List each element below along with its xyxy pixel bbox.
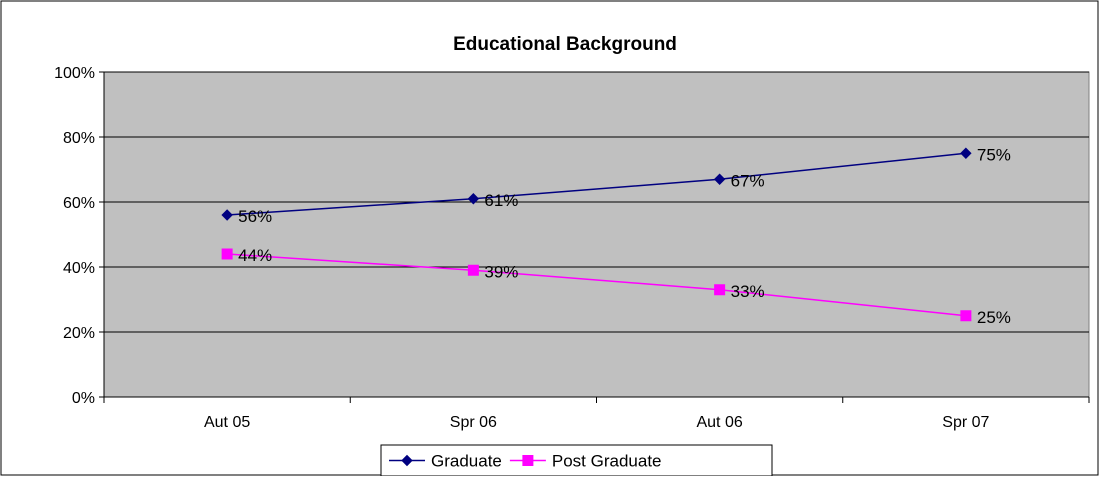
y-tick-label: 80% xyxy=(63,130,95,147)
gridlines xyxy=(104,71,1089,333)
data-point-0-3 xyxy=(960,147,972,159)
legend-marker-1 xyxy=(522,455,534,466)
x-tick-label: Spr 07 xyxy=(942,414,989,431)
y-tick-label: 20% xyxy=(63,325,95,342)
y-tick-label: 60% xyxy=(63,195,95,212)
data-label-0-1: 61% xyxy=(484,191,518,210)
legend-box xyxy=(380,444,773,477)
x-tick-label: Spr 06 xyxy=(450,414,497,431)
data-label-1-2: 33% xyxy=(731,282,765,301)
data-point-1-0 xyxy=(221,248,233,260)
data-point-1-1 xyxy=(467,264,479,276)
data-label-1-3: 25% xyxy=(977,308,1011,327)
y-tick-label: 100% xyxy=(54,65,95,82)
data-label-0-3: 75% xyxy=(977,145,1011,164)
plot-area xyxy=(103,71,1090,398)
data-label-0-0: 56% xyxy=(238,207,272,226)
data-point-0-1 xyxy=(467,193,480,205)
axes: 0% 20% 40% 60% 80% 100% Aut 05 Spr 06 Aut 06 Spr … xyxy=(54,65,1090,431)
series-line-1 xyxy=(227,253,966,317)
data-label-0-2: 67% xyxy=(731,171,765,190)
data-label-1-0: 44% xyxy=(238,246,272,265)
legend-label-1: Post Graduate xyxy=(552,452,662,471)
x-tick-label: Aut 05 xyxy=(204,414,250,431)
data-point-1-2 xyxy=(714,284,726,296)
data-label-1-1: 39% xyxy=(484,262,518,281)
legend-marker-0 xyxy=(401,454,413,467)
y-tick-label: 40% xyxy=(63,260,95,277)
series-line-0 xyxy=(227,152,966,216)
y-tick-label: 0% xyxy=(72,390,95,407)
data-labels: 56% 61% 67% 75% 44% 39% 33% 25% xyxy=(238,145,1011,327)
series-group xyxy=(221,147,972,322)
chart-title: Educational Background xyxy=(453,34,677,55)
legend-label-0: Graduate xyxy=(431,452,502,471)
data-point-0-2 xyxy=(713,173,726,185)
data-point-1-3 xyxy=(960,310,972,322)
data-point-0-0 xyxy=(221,209,233,221)
legend: Graduate Post Graduate xyxy=(380,444,773,477)
x-tick-label: Aut 06 xyxy=(696,414,742,431)
